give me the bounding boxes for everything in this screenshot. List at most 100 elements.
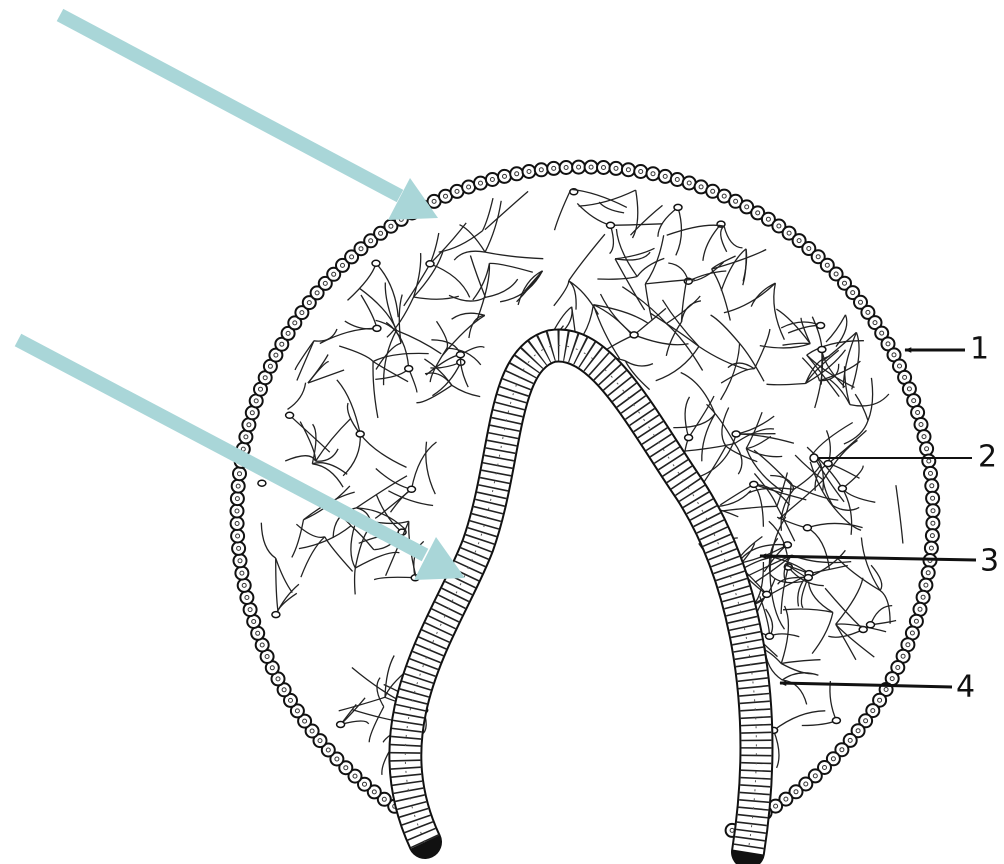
fiber: [376, 677, 385, 708]
nucleus: [249, 410, 255, 416]
nucleus: [911, 398, 917, 404]
fiber: [609, 225, 615, 255]
nucleus: [352, 773, 358, 779]
nucleus: [362, 781, 367, 787]
cell: [283, 692, 298, 708]
fiber: [739, 342, 765, 382]
cell: [828, 266, 844, 282]
fiber: [568, 233, 606, 282]
nucleus: [381, 796, 387, 802]
stellate-cell: [372, 324, 382, 333]
fiber: [485, 278, 519, 299]
fiber: [782, 342, 811, 346]
fiber: [776, 505, 796, 542]
cell: [312, 733, 328, 749]
cell: [817, 760, 832, 775]
band-fill: [390, 330, 772, 855]
fiber: [680, 278, 688, 323]
fiber: [655, 346, 700, 382]
stellate-cell: [335, 720, 346, 729]
nucleus: [234, 508, 240, 514]
cell: [229, 491, 245, 507]
stellate-cell: [837, 484, 848, 493]
fiber: [438, 230, 483, 253]
fiber: [384, 655, 395, 698]
nucleus: [930, 495, 936, 501]
label: 3: [980, 544, 999, 579]
fiber: [299, 421, 317, 462]
fiber: [295, 523, 325, 538]
fiber: [770, 474, 795, 490]
nucleus: [928, 545, 934, 551]
fiber: [484, 190, 529, 231]
fiber: [356, 507, 407, 531]
fiber: [294, 340, 315, 371]
nucleus: [776, 223, 782, 229]
nucleus: [879, 330, 885, 336]
fiber: [769, 516, 787, 575]
cell: [232, 553, 248, 569]
nucleus: [917, 606, 923, 612]
fiber: [665, 321, 683, 357]
cell: [860, 304, 876, 320]
fiber: [275, 557, 293, 593]
nucleus: [247, 607, 253, 613]
fiber: [680, 371, 716, 415]
nucleus: [897, 363, 902, 369]
fiber: [773, 282, 785, 340]
fiber: [879, 589, 891, 624]
stellate-cell: [802, 524, 813, 532]
stellate-cell: [823, 459, 833, 468]
fiber: [425, 441, 436, 495]
fiber: [780, 488, 795, 531]
fiber: [375, 262, 399, 318]
nucleus: [478, 180, 483, 186]
fiber: [372, 352, 429, 363]
fiber: [375, 468, 412, 490]
fiber: [372, 360, 409, 383]
fiber: [831, 504, 862, 531]
cell: [320, 742, 336, 758]
nucleus: [863, 718, 869, 724]
fiber: [780, 321, 821, 329]
stellate-cell: [371, 259, 381, 268]
nucleus: [489, 177, 495, 182]
nucleus: [358, 246, 364, 252]
nucleus: [650, 171, 656, 177]
fiber: [630, 204, 663, 236]
fiber: [384, 282, 397, 331]
nucleus: [285, 330, 291, 336]
cell: [280, 325, 296, 341]
nucleus: [368, 238, 374, 244]
fiber: [807, 527, 831, 570]
cell: [750, 205, 766, 221]
fiber: [553, 280, 570, 307]
cell: [918, 577, 934, 593]
fiber: [721, 407, 730, 447]
cell: [858, 713, 874, 729]
fiber: [769, 573, 804, 584]
cell: [344, 249, 360, 265]
nucleus: [317, 738, 323, 744]
cell: [234, 565, 250, 581]
fiber: [820, 349, 823, 385]
nucleus: [822, 765, 827, 770]
fiber: [753, 561, 765, 605]
fiber: [315, 448, 339, 462]
pointer-shaft: [14, 333, 429, 562]
fiber: [828, 378, 851, 405]
cell: [497, 168, 512, 184]
nucleus: [885, 341, 891, 347]
stellate-cell: [831, 716, 842, 725]
nucleus: [443, 193, 448, 199]
cell: [620, 162, 636, 178]
cell: [921, 453, 937, 469]
cell: [924, 528, 940, 544]
fiber: [806, 354, 855, 389]
cell: [335, 257, 350, 273]
cell: [923, 465, 938, 481]
nucleus: [551, 165, 557, 171]
nucleus: [388, 223, 394, 229]
cell: [230, 478, 246, 494]
fiber: [351, 667, 400, 702]
